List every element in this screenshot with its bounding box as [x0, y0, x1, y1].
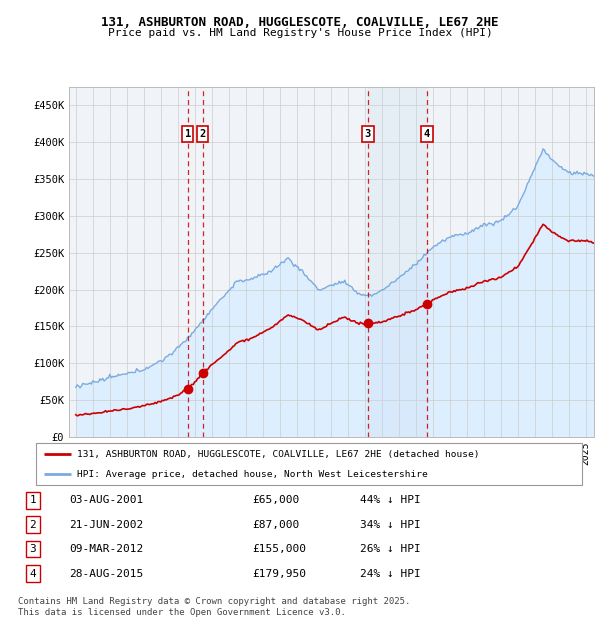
- Text: Contains HM Land Registry data © Crown copyright and database right 2025.
This d: Contains HM Land Registry data © Crown c…: [18, 598, 410, 617]
- Text: 4: 4: [29, 569, 37, 578]
- Text: 1: 1: [185, 129, 191, 139]
- Text: 03-AUG-2001: 03-AUG-2001: [69, 495, 143, 505]
- Text: 3: 3: [365, 129, 371, 139]
- Text: £65,000: £65,000: [252, 495, 299, 505]
- Text: 24% ↓ HPI: 24% ↓ HPI: [360, 569, 421, 578]
- Text: 34% ↓ HPI: 34% ↓ HPI: [360, 520, 421, 529]
- Text: 28-AUG-2015: 28-AUG-2015: [69, 569, 143, 578]
- Text: 21-JUN-2002: 21-JUN-2002: [69, 520, 143, 529]
- Text: 2: 2: [200, 129, 206, 139]
- Text: £155,000: £155,000: [252, 544, 306, 554]
- Text: £179,950: £179,950: [252, 569, 306, 578]
- Text: 2: 2: [29, 520, 37, 529]
- Text: Price paid vs. HM Land Registry's House Price Index (HPI): Price paid vs. HM Land Registry's House …: [107, 28, 493, 38]
- Text: 131, ASHBURTON ROAD, HUGGLESCOTE, COALVILLE, LE67 2HE: 131, ASHBURTON ROAD, HUGGLESCOTE, COALVI…: [101, 16, 499, 29]
- Text: 26% ↓ HPI: 26% ↓ HPI: [360, 544, 421, 554]
- Text: 4: 4: [424, 129, 430, 139]
- Text: £87,000: £87,000: [252, 520, 299, 529]
- Text: 1: 1: [29, 495, 37, 505]
- Text: 44% ↓ HPI: 44% ↓ HPI: [360, 495, 421, 505]
- Text: 09-MAR-2012: 09-MAR-2012: [69, 544, 143, 554]
- Text: 131, ASHBURTON ROAD, HUGGLESCOTE, COALVILLE, LE67 2HE (detached house): 131, ASHBURTON ROAD, HUGGLESCOTE, COALVI…: [77, 450, 479, 459]
- Text: HPI: Average price, detached house, North West Leicestershire: HPI: Average price, detached house, Nort…: [77, 470, 428, 479]
- FancyBboxPatch shape: [36, 443, 582, 485]
- Text: 3: 3: [29, 544, 37, 554]
- Bar: [368, 87, 427, 437]
